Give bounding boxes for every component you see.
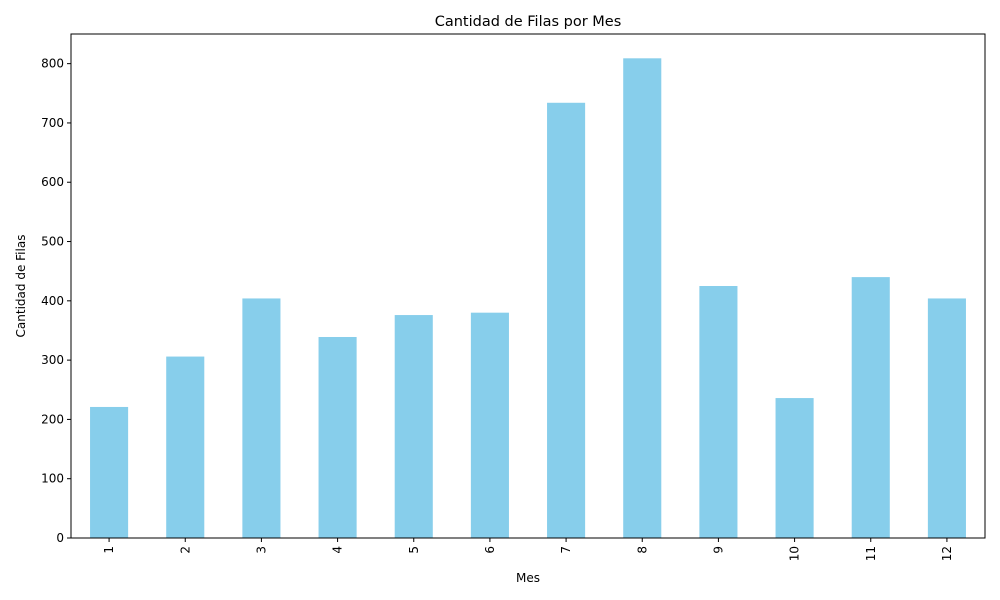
y-tick-label: 500 <box>41 235 64 249</box>
x-tick-label: 12 <box>940 546 954 561</box>
y-axis-label: Cantidad de Filas <box>14 235 28 338</box>
bar-month-10 <box>775 398 814 538</box>
x-tick-label: 7 <box>559 546 573 554</box>
bar-month-6 <box>470 312 509 538</box>
bar-month-4 <box>318 336 357 538</box>
plot-frame <box>70 33 986 539</box>
x-axis-label: Mes <box>516 571 540 585</box>
x-tick-label: 8 <box>635 546 649 554</box>
y-tick-label: 400 <box>41 294 64 308</box>
bar-month-12 <box>927 298 966 538</box>
y-tick-label: 700 <box>41 116 64 130</box>
bar-month-8 <box>623 58 662 539</box>
y-axis: 0 100 200 300 400 500 600 700 800 <box>41 57 71 545</box>
y-tick-label: 800 <box>41 57 64 71</box>
bars-layer <box>90 58 966 539</box>
chart-title: Cantidad de Filas por Mes <box>435 14 622 30</box>
y-tick-label: 0 <box>56 531 64 545</box>
y-tick-label: 100 <box>41 472 64 486</box>
x-tick-label: 9 <box>711 546 725 554</box>
y-tick-label: 200 <box>41 412 64 426</box>
bar-month-3 <box>242 298 281 538</box>
bar-month-11 <box>851 277 890 538</box>
x-tick-label: 3 <box>254 546 268 554</box>
x-tick-label: 1 <box>102 546 116 554</box>
bar-month-7 <box>547 102 586 538</box>
y-tick-label: 300 <box>41 353 64 367</box>
bar-month-2 <box>166 356 205 538</box>
x-tick-label: 11 <box>864 546 878 561</box>
x-tick-label: 5 <box>407 546 421 554</box>
x-tick-label: 6 <box>483 546 497 554</box>
x-tick-label: 10 <box>788 546 802 561</box>
bar-month-1 <box>90 406 129 538</box>
y-tick-label: 600 <box>41 175 64 189</box>
bar-month-9 <box>699 286 738 538</box>
x-tick-label: 4 <box>331 546 345 554</box>
x-axis: 1 2 3 4 5 6 7 8 9 10 11 12 <box>102 538 954 561</box>
bar-month-5 <box>394 315 433 538</box>
x-tick-label: 2 <box>178 546 192 554</box>
